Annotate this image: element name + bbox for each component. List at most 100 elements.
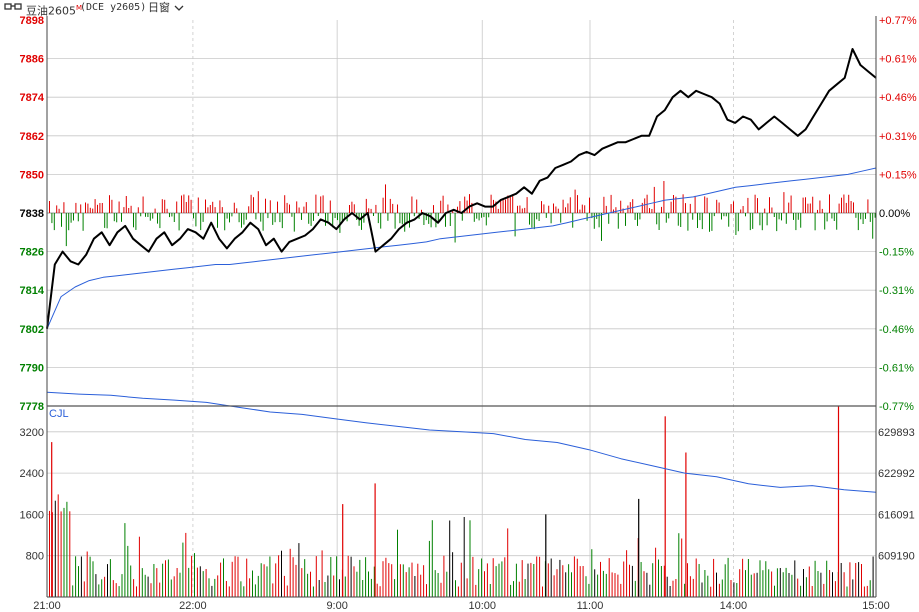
change-bar bbox=[245, 213, 247, 220]
change-bar bbox=[361, 213, 362, 230]
change-bar bbox=[339, 213, 341, 233]
volume-bar bbox=[426, 584, 427, 597]
change-bar bbox=[761, 213, 763, 231]
change-bar bbox=[615, 207, 617, 213]
volume-bar bbox=[594, 569, 596, 597]
volume-bar bbox=[159, 582, 161, 597]
volume-bar bbox=[370, 578, 372, 597]
volume-bar bbox=[225, 581, 227, 597]
change-bar bbox=[709, 213, 710, 232]
change-bar bbox=[776, 213, 778, 232]
change-bar bbox=[728, 213, 730, 227]
change-bar bbox=[517, 205, 518, 213]
volume-bar bbox=[275, 563, 277, 597]
volume-bar bbox=[350, 556, 352, 597]
volume-bar bbox=[188, 567, 190, 597]
change-bar bbox=[512, 194, 514, 213]
change-bar bbox=[845, 202, 847, 213]
change-bar bbox=[550, 213, 552, 224]
change-bar bbox=[63, 202, 65, 213]
percent-tick-label: 0.00% bbox=[879, 208, 910, 220]
volume-bar bbox=[507, 528, 509, 597]
change-bar bbox=[581, 204, 583, 213]
volume-bar bbox=[600, 561, 601, 597]
volume-bar bbox=[797, 578, 799, 597]
change-bar bbox=[651, 209, 653, 213]
volume-bar bbox=[486, 563, 488, 597]
change-bar bbox=[113, 213, 115, 222]
change-bar bbox=[370, 208, 372, 213]
volume-bar bbox=[707, 575, 709, 597]
change-bar bbox=[661, 206, 662, 213]
volume-bar bbox=[791, 574, 793, 597]
change-bar bbox=[663, 181, 665, 213]
change-bar bbox=[814, 213, 816, 231]
volume-bar bbox=[643, 571, 645, 597]
chevron-down-icon bbox=[174, 5, 183, 11]
change-bar bbox=[757, 198, 758, 213]
volume-bar bbox=[49, 510, 50, 597]
symbol-name[interactable]: 豆油2605M bbox=[26, 4, 83, 18]
volume-bar bbox=[170, 579, 172, 597]
volume-bar bbox=[855, 563, 857, 597]
change-bar bbox=[332, 213, 334, 228]
volume-bar bbox=[182, 542, 184, 597]
change-bar bbox=[315, 194, 317, 213]
glasses-icon[interactable] bbox=[4, 1, 22, 18]
change-bar bbox=[557, 208, 559, 213]
period-selector[interactable]: 日窗 bbox=[148, 0, 184, 16]
change-bar bbox=[829, 194, 830, 213]
volume-bar bbox=[710, 586, 712, 597]
volume-bar bbox=[559, 559, 561, 597]
volume-bar bbox=[202, 571, 204, 597]
volume-bar bbox=[695, 558, 697, 597]
volume-bar bbox=[115, 583, 117, 597]
change-bar bbox=[514, 213, 516, 237]
change-bar bbox=[481, 213, 482, 218]
change-bar bbox=[502, 198, 504, 213]
volume-bar bbox=[788, 573, 790, 597]
change-bar bbox=[809, 203, 811, 213]
change-bar bbox=[737, 213, 739, 232]
volume-bar bbox=[547, 563, 549, 597]
volume-bar bbox=[446, 571, 448, 597]
change-bar bbox=[601, 213, 602, 241]
volume-bar bbox=[617, 574, 619, 597]
open-interest-tick-label: 622992 bbox=[878, 468, 915, 480]
change-bar bbox=[344, 213, 346, 219]
volume-bar bbox=[298, 543, 300, 597]
change-bar bbox=[125, 196, 127, 213]
symbol-marker: M bbox=[76, 4, 83, 12]
volume-bar bbox=[629, 564, 630, 597]
change-bar bbox=[413, 213, 415, 217]
volume-bar bbox=[504, 557, 506, 597]
change-bar bbox=[778, 213, 780, 220]
change-bar bbox=[404, 213, 406, 232]
change-bar bbox=[394, 213, 396, 229]
volume-bar bbox=[733, 582, 735, 597]
volume-bar bbox=[382, 561, 384, 597]
change-bar bbox=[449, 213, 451, 226]
change-bar bbox=[641, 202, 643, 213]
change-bar bbox=[159, 213, 161, 229]
volume-bar bbox=[585, 576, 587, 597]
change-bar bbox=[821, 208, 823, 213]
open-interest-line bbox=[46, 391, 877, 493]
volume-bar bbox=[408, 567, 410, 597]
volume-bar bbox=[295, 564, 297, 597]
change-bar bbox=[181, 195, 182, 213]
volume-bar bbox=[336, 556, 338, 597]
volume-bar bbox=[69, 511, 71, 597]
change-bar bbox=[569, 197, 571, 213]
volume-bar bbox=[518, 581, 520, 597]
volume-bar bbox=[365, 557, 367, 597]
volume-bar bbox=[112, 580, 114, 597]
change-bar bbox=[169, 213, 170, 218]
change-bar bbox=[293, 213, 295, 232]
price-tick-label: 7850 bbox=[20, 169, 44, 181]
change-bar bbox=[788, 202, 790, 213]
change-bar bbox=[406, 213, 408, 224]
change-bar bbox=[320, 196, 322, 213]
volume-bar bbox=[536, 556, 538, 597]
volume-tick-label: 1600 bbox=[20, 509, 44, 521]
